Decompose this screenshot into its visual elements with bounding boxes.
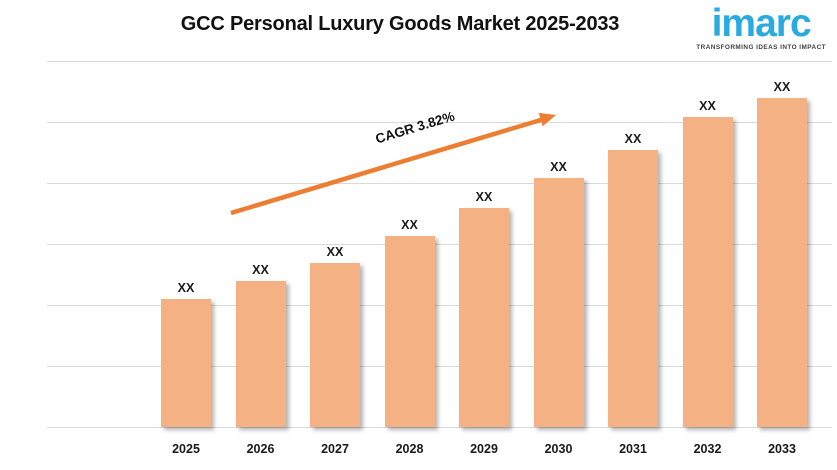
bar-group-2028: XX 2028 (384, 61, 435, 456)
x-axis-label-2025: 2025 (172, 442, 200, 456)
bar-group-2026: XX 2026 (235, 61, 286, 456)
bar-value-label: XX (475, 190, 493, 205)
bars-container: XX 2025 XX 2026 XX 2027 XX 2028 XX 2029 XX 2030 XX 20… (47, 61, 832, 456)
bar-2031 (608, 149, 658, 427)
bar-group-2031: XX 2031 (608, 61, 658, 456)
x-axis-label-2029: 2029 (470, 442, 498, 456)
x-axis-label-2033: 2033 (768, 442, 796, 456)
bar-value-label: XX (326, 245, 344, 260)
x-axis-label-2031: 2031 (619, 442, 647, 456)
bar-2029 (459, 208, 509, 427)
bar-value-label: XX (550, 160, 567, 175)
gridline (47, 366, 832, 367)
bar-2025 (161, 298, 211, 427)
bar-value-label: XX (624, 131, 642, 146)
x-axis-label-2026: 2026 (246, 442, 275, 456)
gridline (47, 427, 832, 428)
bar-group-2032: XX 2032 (682, 61, 733, 456)
gridline (47, 305, 832, 306)
gridline (47, 244, 832, 245)
bar-group-2025: XX 2025 (161, 61, 211, 456)
bar-2032 (682, 117, 733, 427)
bar-2027 (310, 263, 360, 427)
bar-value-label: XX (252, 262, 269, 277)
x-axis-label-2027: 2027 (321, 442, 349, 456)
x-axis-label-2032: 2032 (693, 442, 722, 456)
bar-value-label: XX (699, 99, 716, 113)
bar-2033 (757, 97, 807, 427)
bar-2030 (533, 178, 584, 427)
imarc-logo-text: imarc (711, 2, 812, 45)
bar-2028 (384, 235, 435, 427)
bar-group-2030: XX 2030 (533, 61, 584, 456)
bar-value-label: XX (177, 280, 195, 295)
imarc-logo: imarc TRANSFORMING IDEAS INTO IMPACT (696, 4, 826, 51)
plot-area: XX 2025 XX 2026 XX 2027 XX 2028 XX 2029 XX 2030 XX 20… (47, 61, 832, 456)
imarc-logo-tagline: TRANSFORMING IDEAS INTO IMPACT (696, 44, 826, 51)
bar-2026 (235, 280, 286, 427)
bar-value-label: XX (401, 217, 418, 232)
bar-value-label: XX (773, 79, 791, 94)
bar-group-2027: XX 2027 (310, 61, 360, 456)
x-axis-label-2030: 2030 (544, 442, 573, 456)
gridline (47, 61, 832, 62)
x-axis-label-2028: 2028 (395, 442, 424, 456)
chart-title: GCC Personal Luxury Goods Market 2025-20… (180, 13, 620, 35)
bar-group-2033: XX 2033 (757, 61, 807, 456)
bar-group-2029: XX 2029 (459, 61, 509, 456)
